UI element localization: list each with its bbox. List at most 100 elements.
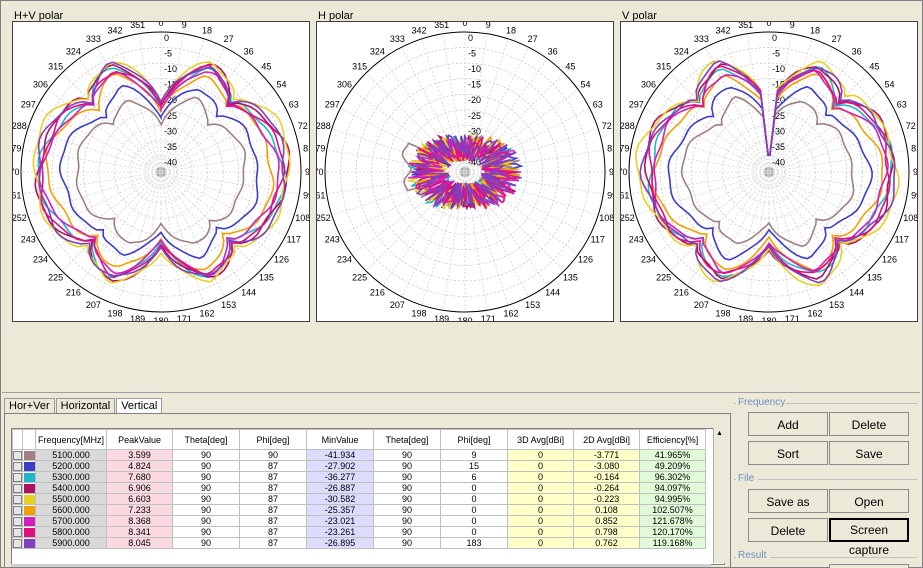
cell-min-phi[interactable]: 9: [440, 449, 509, 461]
cell-peak-phi[interactable]: 87: [239, 493, 308, 505]
cell-efficiency[interactable]: 94.097%: [639, 482, 707, 494]
table-row[interactable]: 5800.000 8.341 90 87 -23.261 90 0 0 0.798 120.170…: [12, 526, 707, 538]
col-min-value[interactable]: MinValue: [306, 429, 375, 450]
cell-avg-3d[interactable]: 0: [507, 449, 575, 461]
cell-avg-3d[interactable]: 0: [507, 493, 575, 505]
cell-min-theta[interactable]: 90: [373, 493, 442, 505]
cell-peak-phi[interactable]: 87: [239, 537, 308, 549]
row-select-box[interactable]: [13, 472, 22, 482]
row-select-checkbox[interactable]: [12, 482, 23, 494]
table-row[interactable]: 5600.000 7.233 90 87 -25.357 90 0 0 0.108 102.507…: [12, 504, 707, 516]
cell-efficiency[interactable]: 94.995%: [639, 493, 707, 505]
cell-efficiency[interactable]: 49.209%: [639, 460, 707, 472]
table-row[interactable]: 5400.000 6.906 90 87 -26.887 90 0 0 -0.264 94.097…: [12, 482, 707, 494]
col-peak-theta[interactable]: Theta[deg]: [172, 429, 241, 450]
cell-min-theta[interactable]: 90: [373, 515, 442, 527]
table-row[interactable]: 5300.000 7.680 90 87 -36.277 90 6 0 -0.164 96.302…: [12, 471, 707, 483]
cell-min-value[interactable]: -26.895: [306, 537, 375, 549]
row-select-checkbox[interactable]: [12, 526, 23, 538]
cell-min-value[interactable]: -23.021: [306, 515, 375, 527]
col-min-phi[interactable]: Phi[deg]: [440, 429, 509, 450]
cell-efficiency[interactable]: 119.168%: [639, 537, 707, 549]
cell-min-value[interactable]: -36.277: [306, 471, 375, 483]
cell-avg-2d[interactable]: -0.223: [573, 493, 641, 505]
table-horizontal-scrollbar[interactable]: [11, 564, 711, 567]
table-row[interactable]: 5900.000 8.045 90 87 -26.895 90 183 0 0.762 119.1…: [12, 537, 707, 549]
cell-peak-phi[interactable]: 87: [239, 471, 308, 483]
cell-peak-phi[interactable]: 87: [239, 482, 308, 494]
cell-avg-3d[interactable]: 0: [507, 460, 575, 472]
sort-button[interactable]: Sort: [748, 441, 828, 465]
row-select-box[interactable]: [13, 450, 22, 460]
cell-peak-value[interactable]: 7.233: [106, 504, 174, 516]
cell-peak-value[interactable]: 6.906: [106, 482, 174, 494]
cell-efficiency[interactable]: 41.965%: [639, 449, 707, 461]
cell-avg-3d[interactable]: 0: [507, 515, 575, 527]
col-2d-avg[interactable]: 2D Avg[dBi]: [573, 429, 641, 450]
cell-min-theta[interactable]: 90: [373, 537, 442, 549]
cell-min-phi[interactable]: 15: [440, 460, 509, 472]
cell-avg-3d[interactable]: 0: [507, 504, 575, 516]
cell-frequency[interactable]: 5600.000: [34, 504, 108, 516]
splitter[interactable]: [2, 392, 920, 393]
cell-peak-theta[interactable]: 90: [172, 504, 241, 516]
table-row[interactable]: 5100.000 3.599 90 90 -41.934 90 9 0 -3.771 41.965…: [12, 449, 707, 461]
cell-peak-value[interactable]: 8.368: [106, 515, 174, 527]
save-button[interactable]: Save: [829, 441, 909, 465]
cell-frequency[interactable]: 5200.000: [34, 460, 108, 472]
cell-frequency[interactable]: 5700.000: [34, 515, 108, 527]
table-row[interactable]: 5500.000 6.603 90 87 -30.582 90 0 0 -0.223 94.995…: [12, 493, 707, 505]
cell-min-theta[interactable]: 90: [373, 504, 442, 516]
row-select-box[interactable]: [13, 494, 22, 504]
delete-frequency-button[interactable]: Delete: [829, 412, 909, 436]
cell-frequency[interactable]: 5500.000: [34, 493, 108, 505]
cell-frequency[interactable]: 5400.000: [34, 482, 108, 494]
cell-min-value[interactable]: -25.357: [306, 504, 375, 516]
row-select-checkbox[interactable]: [12, 537, 23, 549]
cell-peak-value[interactable]: 4.824: [106, 460, 174, 472]
cell-peak-theta[interactable]: 90: [172, 515, 241, 527]
row-select-checkbox[interactable]: [12, 471, 23, 483]
row-select-checkbox[interactable]: [12, 504, 23, 516]
cell-frequency[interactable]: 5300.000: [34, 471, 108, 483]
cell-avg-2d[interactable]: -3.080: [573, 460, 641, 472]
cell-avg-2d[interactable]: 0.852: [573, 515, 641, 527]
cell-peak-value[interactable]: 7.680: [106, 471, 174, 483]
cell-frequency[interactable]: 5100.000: [34, 449, 108, 461]
cell-peak-theta[interactable]: 90: [172, 482, 241, 494]
cell-frequency[interactable]: 5900.000: [34, 537, 108, 549]
cell-avg-2d[interactable]: 0.762: [573, 537, 641, 549]
cell-min-value[interactable]: -26.887: [306, 482, 375, 494]
row-select-box[interactable]: [13, 483, 22, 493]
cell-peak-value[interactable]: 6.603: [106, 493, 174, 505]
cell-min-phi[interactable]: 0: [440, 515, 509, 527]
cell-avg-2d[interactable]: -0.264: [573, 482, 641, 494]
cell-peak-phi[interactable]: 87: [239, 515, 308, 527]
col-frequency[interactable]: Frequency[MHz]: [34, 429, 108, 450]
col-peak-phi[interactable]: Phi[deg]: [239, 429, 308, 450]
cell-avg-3d[interactable]: 0: [507, 537, 575, 549]
cell-peak-theta[interactable]: 90: [172, 449, 241, 461]
cell-peak-phi[interactable]: 87: [239, 504, 308, 516]
tab-hor-ver[interactable]: Hor+Ver: [4, 398, 55, 413]
cell-frequency[interactable]: 5800.000: [34, 526, 108, 538]
tab-vertical[interactable]: Vertical: [116, 398, 163, 414]
cell-min-theta[interactable]: 90: [373, 449, 442, 461]
cell-efficiency[interactable]: 121.678%: [639, 515, 707, 527]
cell-min-phi[interactable]: 0: [440, 526, 509, 538]
cell-min-value[interactable]: -27.902: [306, 460, 375, 472]
cell-peak-theta[interactable]: 90: [172, 493, 241, 505]
row-select-checkbox[interactable]: [12, 460, 23, 472]
table-scrollbar[interactable]: ▲: [713, 428, 725, 563]
cell-avg-3d[interactable]: 0: [507, 482, 575, 494]
cell-min-theta[interactable]: 90: [373, 471, 442, 483]
cell-min-theta[interactable]: 90: [373, 460, 442, 472]
tab-horizontal[interactable]: Horizontal: [55, 398, 116, 413]
cell-avg-3d[interactable]: 0: [507, 471, 575, 483]
cell-avg-2d[interactable]: 0.798: [573, 526, 641, 538]
cell-min-value[interactable]: -41.934: [306, 449, 375, 461]
screen-capture-button[interactable]: Screen capture: [829, 518, 909, 557]
cell-min-phi[interactable]: 6: [440, 471, 509, 483]
cell-avg-2d[interactable]: -0.164: [573, 471, 641, 483]
cell-avg-2d[interactable]: 0.108: [573, 504, 641, 516]
